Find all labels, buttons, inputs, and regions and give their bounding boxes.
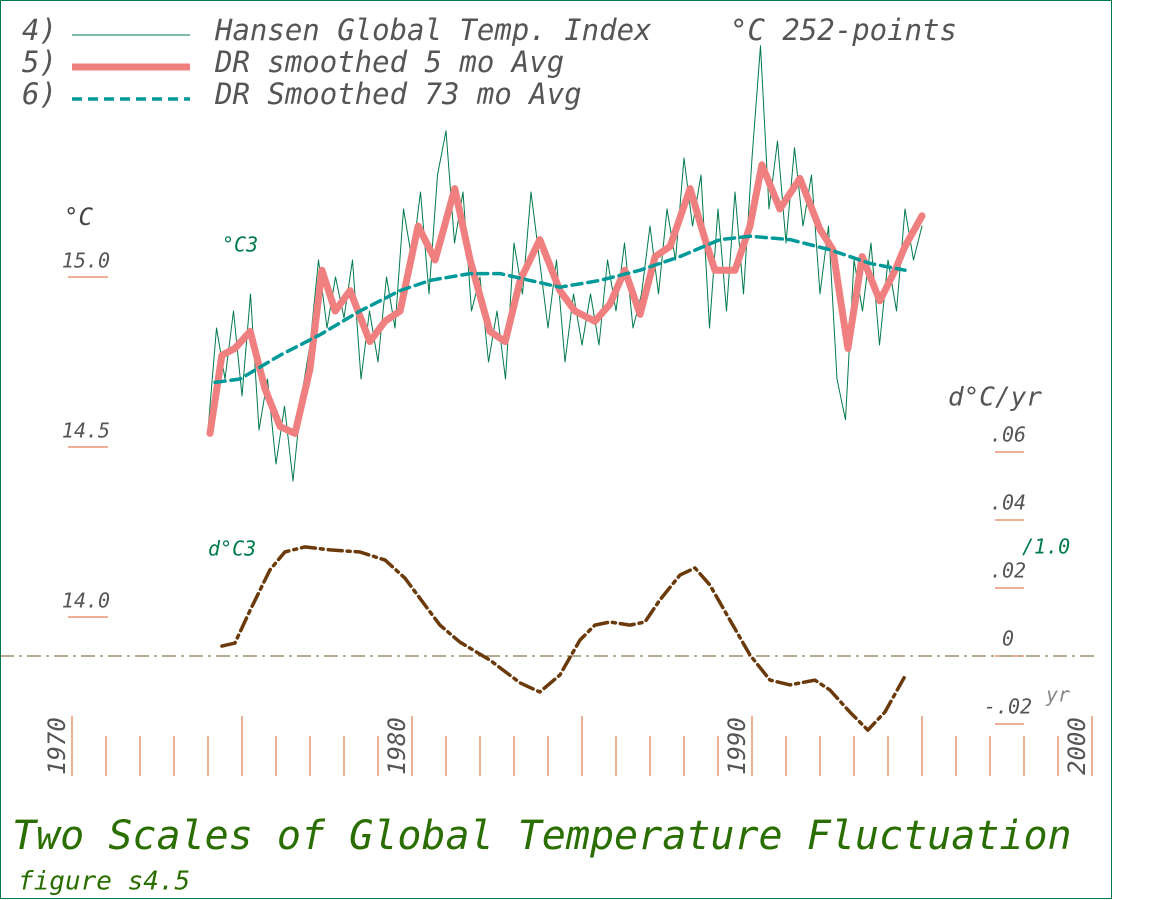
x-tick-label: 1970 bbox=[43, 717, 71, 775]
series-line bbox=[213, 234, 907, 385]
y2-tick-label: .02 bbox=[990, 559, 1026, 583]
legend-note: °C 252-points bbox=[730, 13, 957, 47]
series-line bbox=[207, 45, 923, 482]
legend-number: 5) bbox=[22, 45, 57, 79]
y2-tick-label: -.02 bbox=[984, 695, 1032, 719]
chart-subtitle: figure s4.5 bbox=[18, 867, 190, 897]
y-tick-label: 15.0 bbox=[62, 249, 110, 273]
y-axis-label: °C bbox=[64, 203, 93, 231]
frame bbox=[0, 0, 1112, 899]
y-tick-label: 14.0 bbox=[62, 589, 110, 613]
y2-tick-label: .04 bbox=[990, 491, 1026, 515]
legend-label: DR Smoothed 73 mo Avg bbox=[214, 77, 582, 111]
annotation: /1.0 bbox=[1022, 535, 1070, 559]
legend-number: 6) bbox=[22, 77, 57, 111]
y2-axis-label: d°C/yr bbox=[948, 383, 1042, 413]
x-tick-label: 1980 bbox=[383, 717, 411, 775]
legend-label: DR smoothed 5 mo Avg bbox=[214, 45, 564, 79]
legend-number: 4) bbox=[22, 13, 57, 47]
y2-tick-label: .06 bbox=[990, 423, 1026, 447]
annotation: °C3 bbox=[222, 233, 258, 257]
legend-label: Hansen Global Temp. Index bbox=[214, 13, 652, 47]
series-line bbox=[220, 545, 907, 732]
y-tick-label: 14.5 bbox=[62, 419, 110, 443]
x-tick-label: 1990 bbox=[723, 717, 751, 775]
x-tick-label: 2000 bbox=[1063, 717, 1091, 775]
series-line bbox=[206, 161, 926, 437]
y2-tick-label: 0 bbox=[1002, 627, 1014, 651]
annotation: d°C3 bbox=[208, 537, 256, 561]
chart-title: Two Scales of Global Temperature Fluctua… bbox=[12, 813, 1072, 859]
annotation: yr bbox=[1045, 683, 1070, 707]
